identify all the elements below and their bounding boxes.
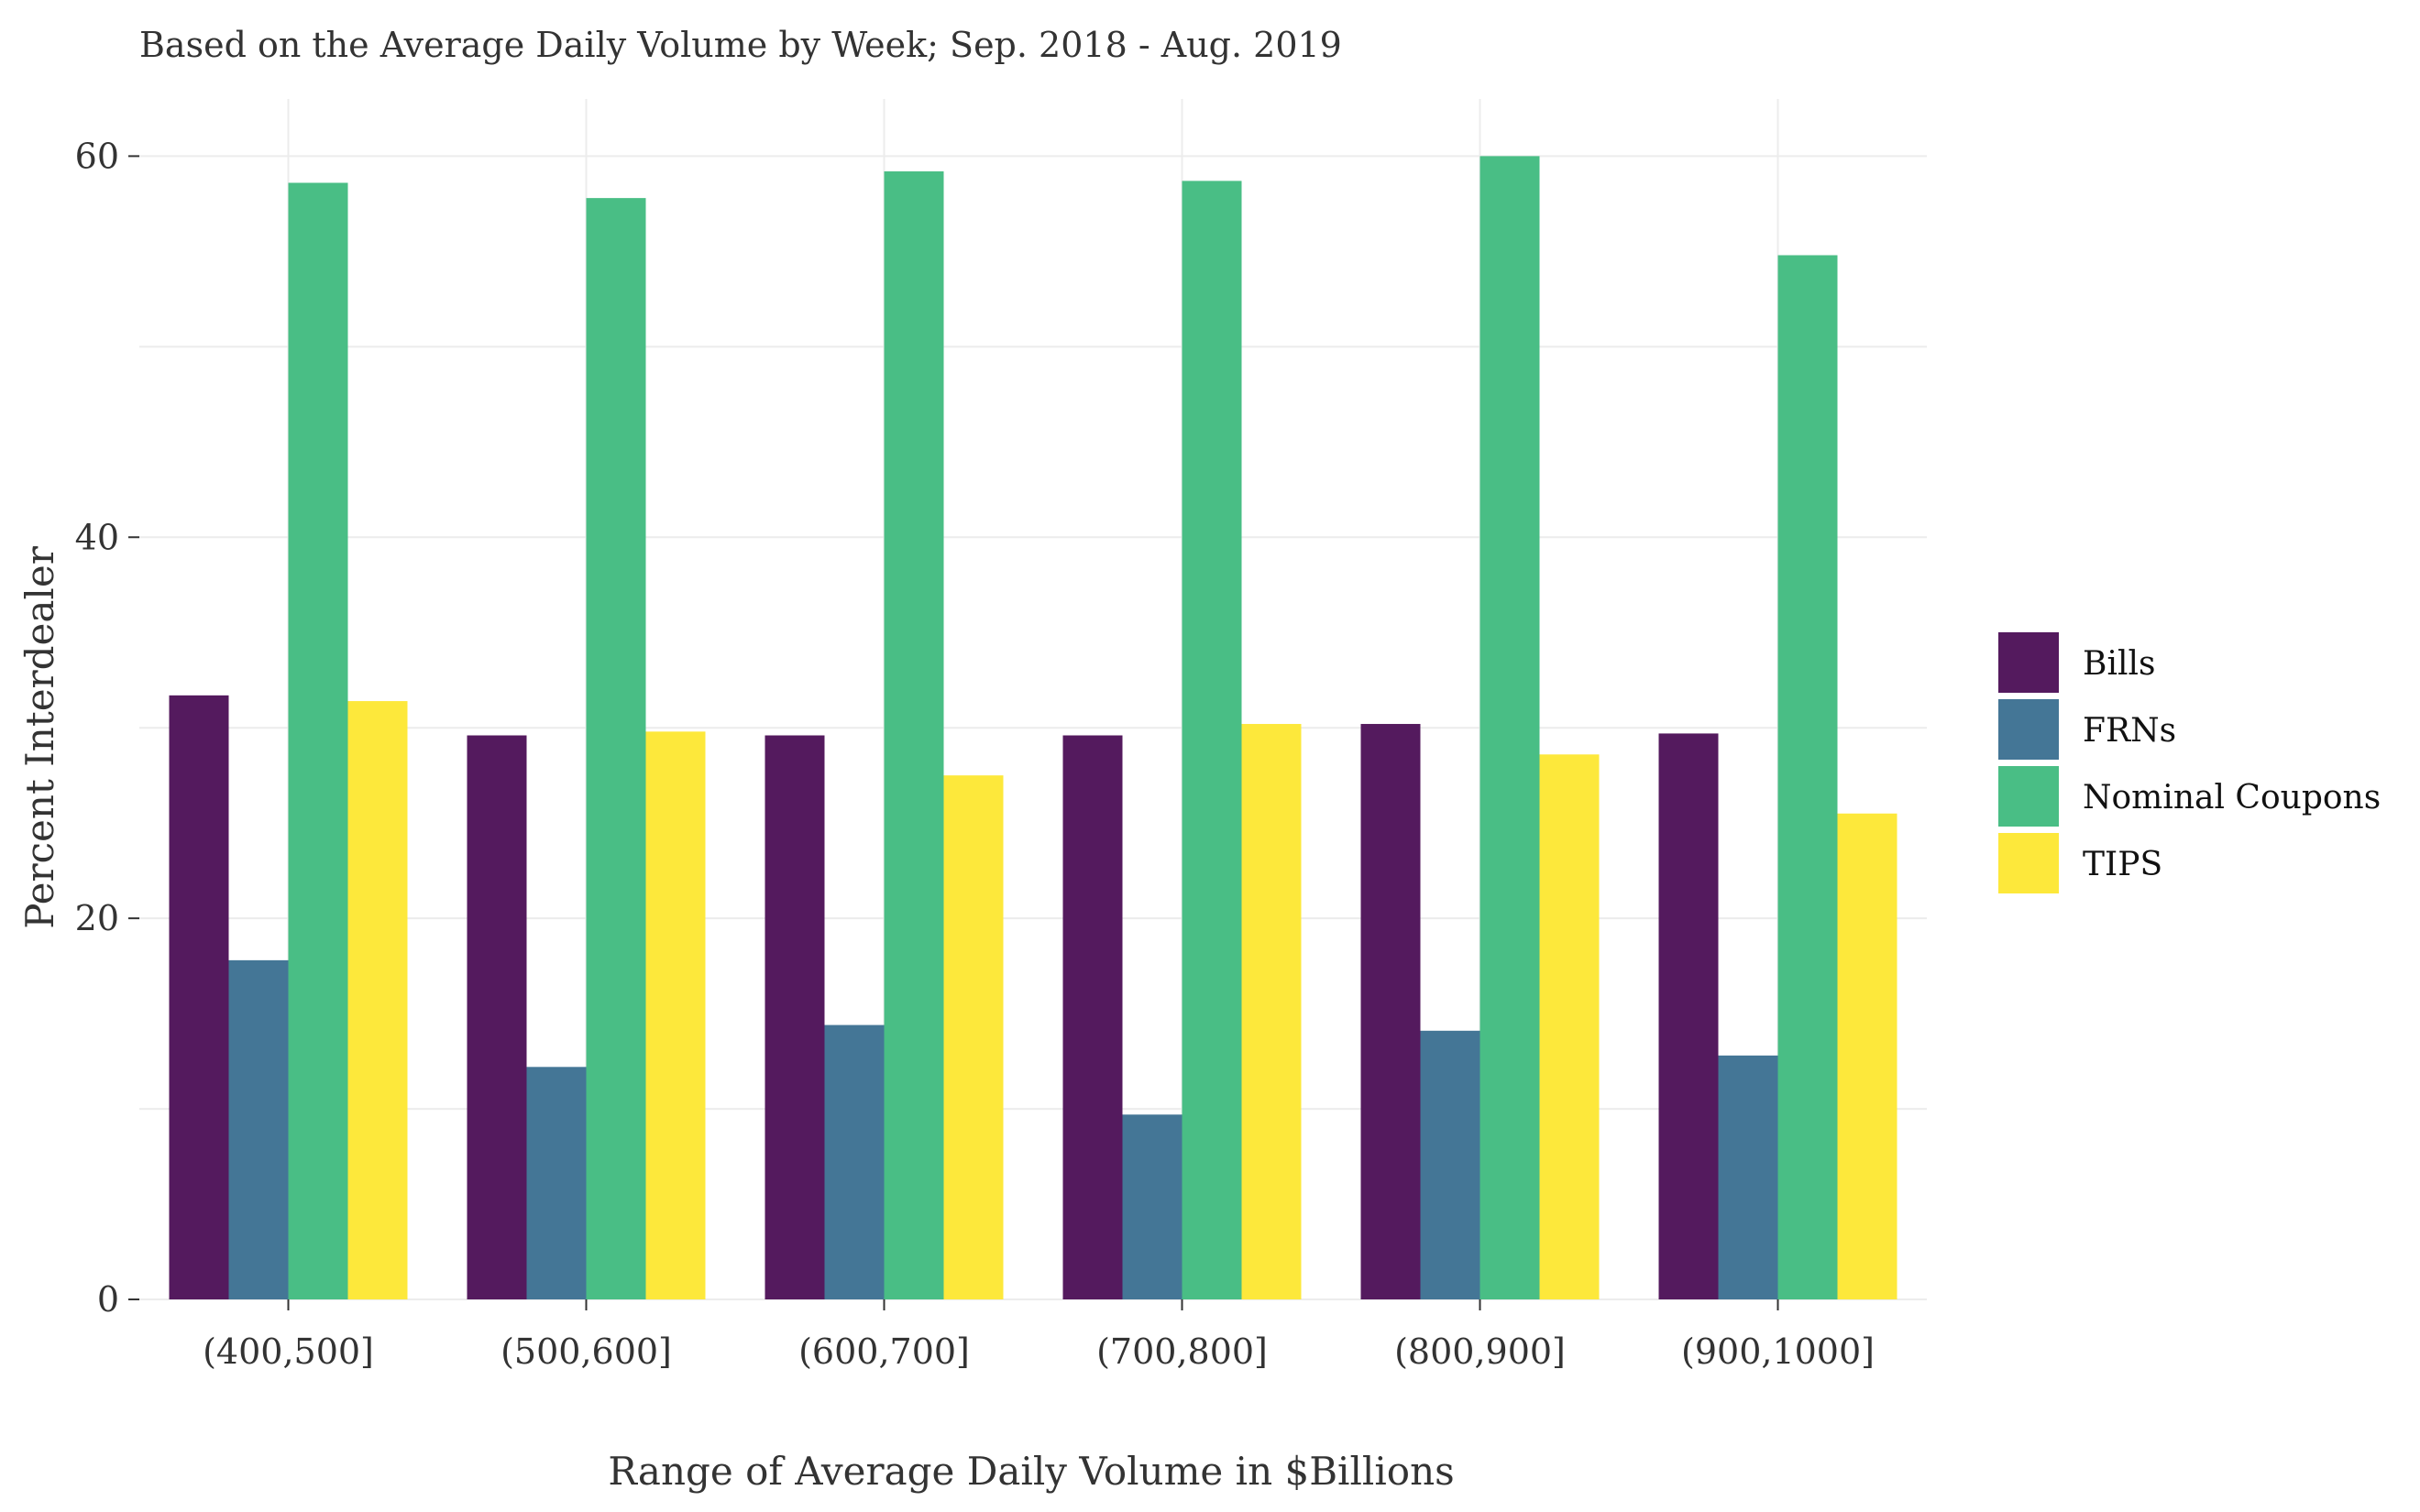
x-tick-label: (900,1000] — [1681, 1331, 1875, 1372]
x-tick-label: (800,900] — [1394, 1331, 1566, 1372]
bar-nominal-coupons-2 — [884, 171, 944, 1299]
bar-nominal-coupons-5 — [1777, 255, 1838, 1299]
bar-bills-5 — [1658, 733, 1719, 1299]
bars — [169, 156, 1898, 1300]
x-axis: (400,500] (500,600] (600,700] (700,800] (800… — [203, 1299, 1875, 1372]
legend: Bills FRNs Nominal Coupons TIPS — [1998, 632, 2381, 893]
legend-label-frns: FRNs — [2083, 712, 2176, 750]
legend-label-bills: Bills — [2083, 645, 2155, 683]
x-tick-label: (700,800] — [1096, 1331, 1268, 1372]
bar-tips-0 — [347, 701, 408, 1299]
bar-frns-1 — [526, 1067, 587, 1299]
legend-key-frns — [1998, 699, 2059, 760]
bar-tips-5 — [1837, 813, 1898, 1299]
y-tick-label: 60 — [75, 136, 119, 176]
bar-tips-2 — [943, 775, 1004, 1299]
bar-nominal-coupons-0 — [288, 182, 348, 1299]
bar-bills-4 — [1360, 724, 1421, 1299]
x-tick-label: (400,500] — [203, 1331, 374, 1372]
x-tick-label: (600,700] — [798, 1331, 970, 1372]
bar-tips-4 — [1539, 754, 1600, 1299]
bar-nominal-coupons-4 — [1480, 156, 1540, 1299]
y-tick-label: 20 — [75, 898, 119, 938]
legend-label-tips: TIPS — [2083, 846, 2162, 883]
chart-subtitle: Based on the Average Daily Volume by Wee… — [139, 25, 1342, 65]
bar-frns-4 — [1420, 1030, 1480, 1299]
bar-bills-3 — [1062, 735, 1123, 1299]
bar-tips-3 — [1241, 724, 1302, 1299]
legend-label-nominal-coupons: Nominal Coupons — [2083, 779, 2381, 816]
y-tick-label: 0 — [97, 1279, 119, 1320]
bar-bills-1 — [467, 735, 527, 1299]
legend-key-nominal-coupons — [1998, 766, 2059, 827]
bar-tips-1 — [645, 731, 706, 1299]
bar-frns-5 — [1718, 1055, 1778, 1299]
bar-frns-2 — [824, 1024, 885, 1299]
y-tick-label: 40 — [75, 517, 119, 557]
x-tick-label: (500,600] — [500, 1331, 672, 1372]
bar-frns-3 — [1122, 1114, 1182, 1299]
bar-bills-2 — [764, 735, 825, 1299]
bar-bills-0 — [169, 695, 229, 1299]
x-axis-title: Range of Average Daily Volume in $Billio… — [608, 1449, 1454, 1494]
bar-nominal-coupons-3 — [1182, 181, 1242, 1299]
bar-nominal-coupons-1 — [586, 198, 646, 1300]
legend-key-tips — [1998, 833, 2059, 893]
y-axis-title: Percent Interdealer — [17, 545, 62, 928]
bar-frns-0 — [228, 959, 289, 1299]
y-axis: 0 20 40 60 — [75, 136, 139, 1320]
legend-key-bills — [1998, 632, 2059, 693]
